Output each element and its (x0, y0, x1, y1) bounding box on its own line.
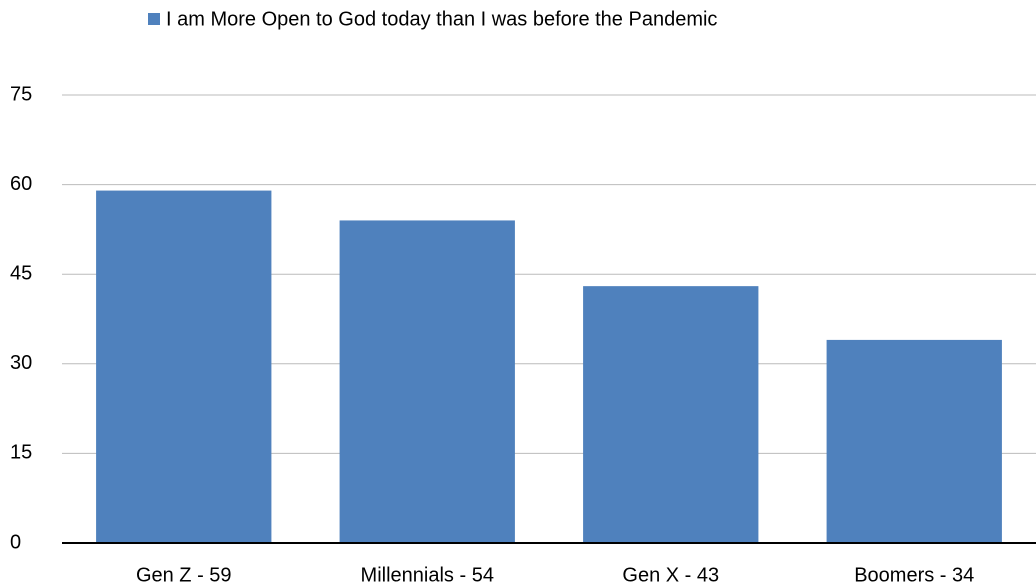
y-tick-label: 75 (10, 83, 32, 105)
bar (96, 190, 272, 543)
x-tick-label: Gen X - 43 (622, 564, 719, 586)
legend-swatch (148, 13, 160, 25)
bar (583, 286, 759, 543)
y-tick-label: 15 (10, 442, 32, 464)
y-tick-label: 30 (10, 352, 32, 374)
x-tick-label: Millennials - 54 (361, 564, 494, 586)
x-tick-label: Gen Z - 59 (136, 564, 232, 586)
y-tick-label: 0 (10, 531, 21, 553)
y-tick-label: 45 (10, 262, 32, 284)
legend-label: I am More Open to God today than I was b… (166, 8, 717, 30)
bar (339, 220, 515, 543)
x-tick-label: Boomers - 34 (854, 564, 974, 586)
y-tick-label: 60 (10, 173, 32, 195)
bar (826, 339, 1002, 543)
